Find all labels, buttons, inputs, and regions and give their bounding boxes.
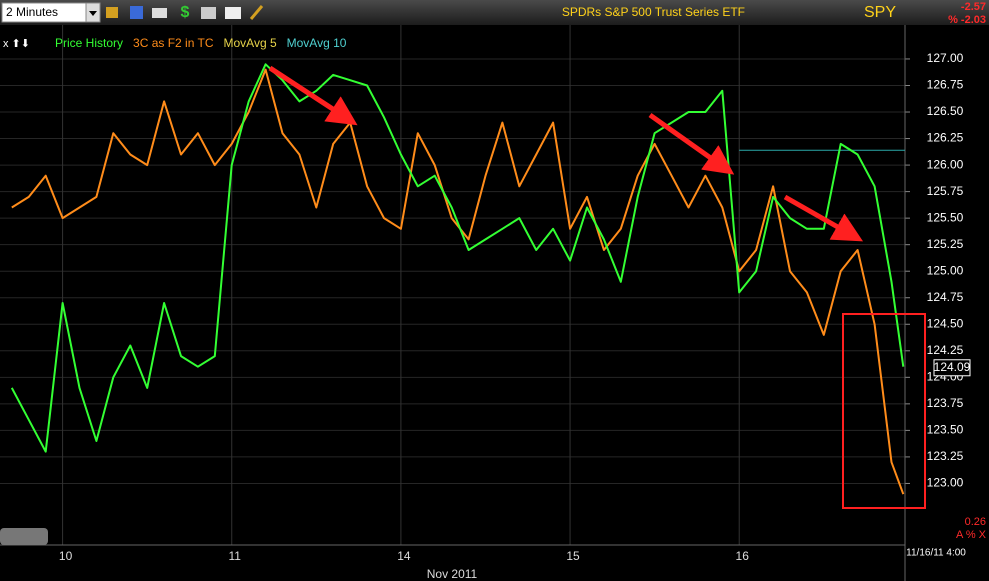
last-price-box	[933, 359, 971, 377]
legend-entry: MovAvg 5	[224, 36, 277, 50]
x-axis-label: Nov 2011	[427, 567, 478, 581]
annotation-arrow	[268, 65, 358, 126]
chart-title: SPDRs S&P 500 Trust Series ETF	[562, 5, 745, 19]
y-tick-label: 123.50	[927, 423, 964, 437]
print-icon[interactable]	[201, 7, 216, 19]
grid: 123.00123.25123.50123.75124.00124.25124.…	[0, 25, 971, 581]
x-tick-label: 14	[397, 549, 411, 563]
change: -2.57	[961, 1, 986, 13]
last-price: 124.09	[934, 360, 971, 374]
series-line	[10, 63, 905, 453]
dollar-icon[interactable]: $	[181, 4, 190, 21]
legend: Price History 3C as F2 in TC MovAvg 5 MovAv…	[55, 36, 347, 50]
interval: 2 Minutes	[6, 5, 58, 19]
y-tick-label: 126.50	[927, 104, 964, 118]
toolbar	[0, 0, 989, 25]
y-tick-label: 125.75	[927, 184, 964, 198]
y-tick-label: 123.25	[927, 449, 964, 463]
y-tick-label: 124.75	[927, 290, 964, 304]
annotation-arrow	[783, 194, 864, 242]
y-tick-label: 125.50	[927, 210, 964, 224]
x-tick-label: 11	[229, 549, 242, 563]
y-tick-label: 123.00	[927, 476, 964, 490]
y-tick-label: 126.25	[927, 131, 964, 145]
y-tick-label: 124.50	[927, 316, 964, 330]
x-tick-label: 15	[566, 549, 580, 563]
scrollbar[interactable]	[0, 528, 48, 545]
plot	[10, 63, 905, 495]
table-icon[interactable]	[225, 7, 241, 19]
lock-icon[interactable]	[106, 7, 118, 18]
y-tick-label: 124.25	[927, 343, 964, 357]
dropdown-arrow	[89, 11, 97, 16]
y-tick-label: 127.00	[927, 51, 964, 65]
y-tick-label: 125.00	[927, 263, 964, 277]
indicator-value: 0.26	[965, 516, 986, 528]
pencil-icon[interactable]	[249, 5, 264, 20]
legend-entry: Price History	[55, 36, 123, 50]
save-icon[interactable]	[130, 6, 143, 19]
y-tick-label: 126.00	[927, 157, 964, 171]
timestamp: 11/16/11 4:00	[906, 548, 966, 559]
axis-buttons[interactable]: A % X	[956, 529, 987, 541]
legend-entry: 3C as F2 in TC	[133, 36, 214, 50]
y-tick-label: 126.75	[927, 78, 964, 92]
annotation-box	[842, 313, 926, 509]
legend-entry: MovAvg 10	[287, 36, 347, 50]
x-tick-label: 16	[736, 549, 750, 563]
mail-icon[interactable]	[152, 8, 167, 18]
symbol: SPY	[864, 4, 896, 21]
annotation-arrow	[648, 112, 735, 175]
legend-icons[interactable]: x ⬆⬇	[3, 38, 30, 50]
y-tick-label: 125.25	[927, 237, 964, 251]
y-tick-label: 123.75	[927, 396, 964, 410]
x-tick-label: 10	[59, 549, 73, 563]
change-percent: % -2.03	[948, 14, 986, 26]
